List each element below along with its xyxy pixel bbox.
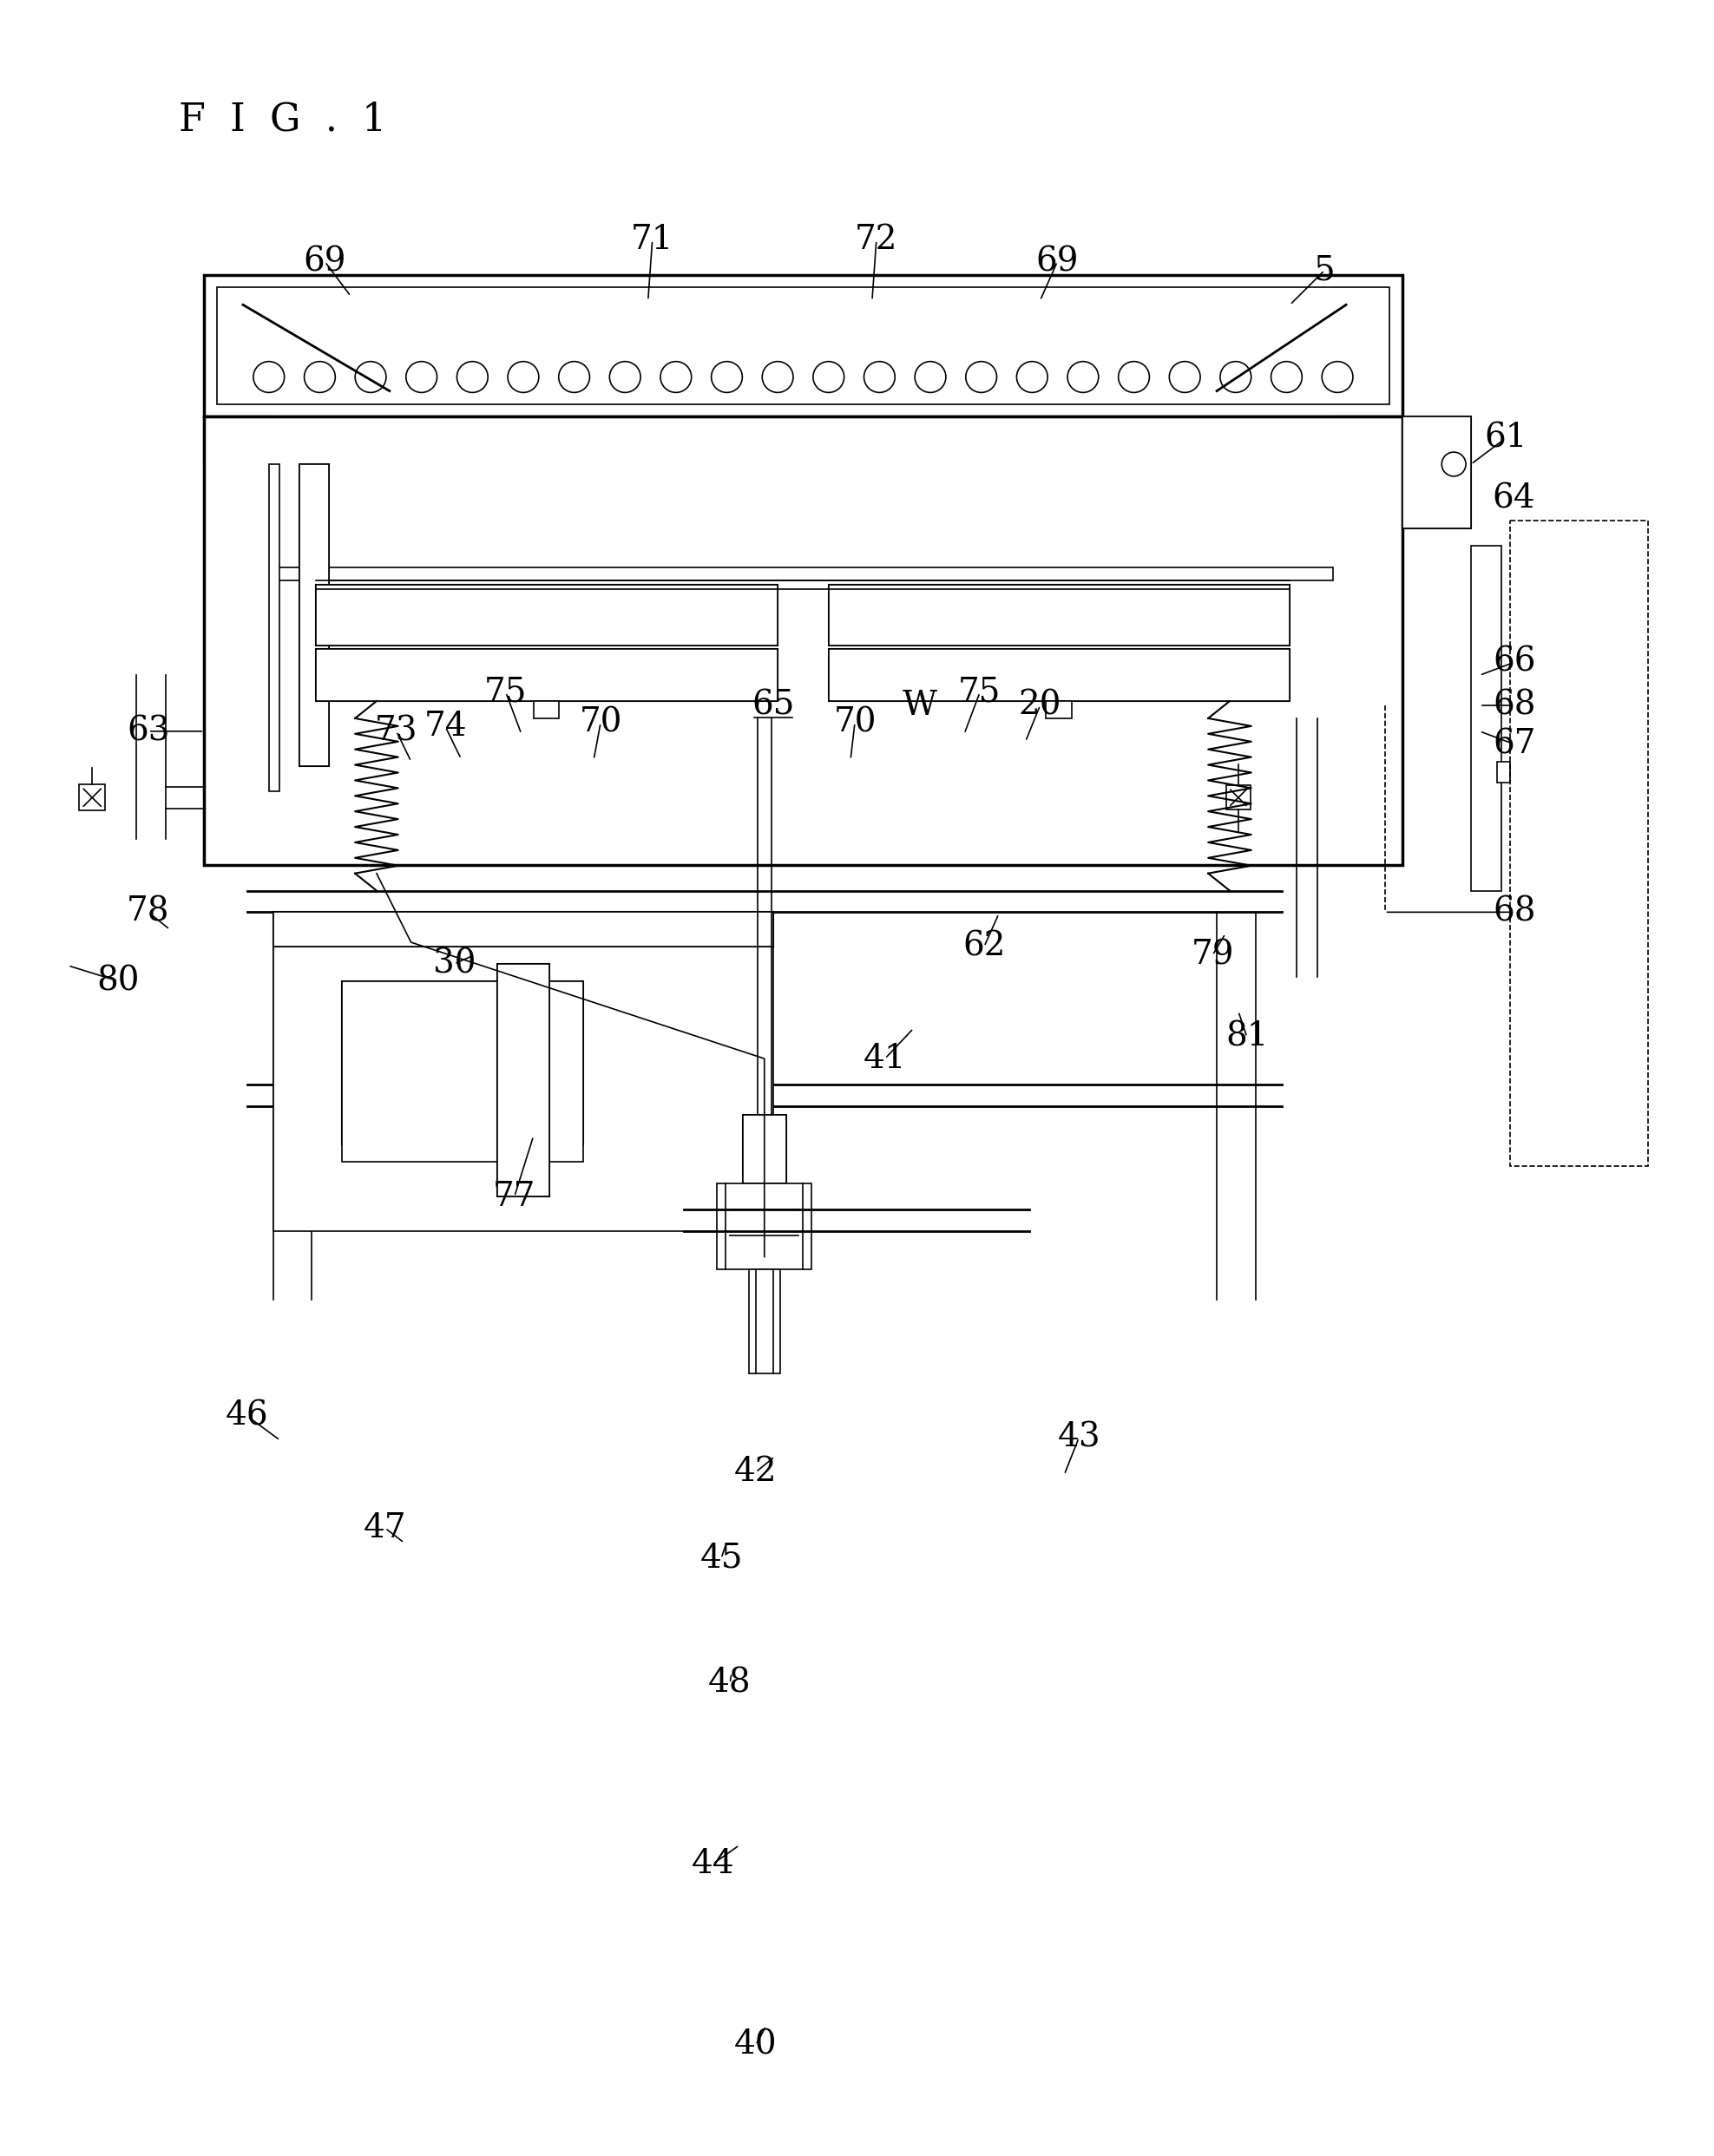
Text: 70: 70 xyxy=(833,707,876,740)
Text: 43: 43 xyxy=(1058,1421,1100,1453)
Bar xyxy=(1046,701,1071,718)
Text: 30: 30 xyxy=(432,949,475,979)
Text: 47: 47 xyxy=(363,1511,406,1544)
Bar xyxy=(742,1115,787,1184)
Text: 71: 71 xyxy=(631,224,674,257)
Text: 72: 72 xyxy=(855,224,898,257)
Text: 44: 44 xyxy=(691,1848,734,1880)
Bar xyxy=(273,912,773,946)
Text: 45: 45 xyxy=(699,1542,742,1574)
Bar xyxy=(1226,785,1251,811)
Text: 41: 41 xyxy=(864,1044,907,1074)
Bar xyxy=(269,464,279,791)
Text: 5: 5 xyxy=(1313,254,1335,287)
Bar xyxy=(317,584,776,645)
Bar xyxy=(204,416,1402,865)
Text: 78: 78 xyxy=(127,897,170,929)
Text: 20: 20 xyxy=(1018,690,1061,722)
Text: W: W xyxy=(902,690,938,722)
Bar xyxy=(830,584,1291,645)
Text: 75: 75 xyxy=(485,677,528,709)
Bar xyxy=(1510,520,1647,1166)
Bar xyxy=(298,464,329,765)
Text: 61: 61 xyxy=(1484,423,1527,455)
Text: 40: 40 xyxy=(734,2029,776,2061)
Text: 69: 69 xyxy=(1035,246,1078,278)
Bar xyxy=(204,416,273,865)
Bar xyxy=(1402,416,1471,528)
Bar xyxy=(742,1115,787,1184)
Text: 73: 73 xyxy=(375,716,418,748)
Bar xyxy=(830,649,1291,701)
Text: 68: 68 xyxy=(1493,897,1536,929)
Bar xyxy=(204,274,1402,416)
Bar xyxy=(830,584,1291,645)
Bar xyxy=(1496,761,1510,783)
Text: 66: 66 xyxy=(1493,647,1536,679)
Text: 68: 68 xyxy=(1493,690,1536,722)
Bar xyxy=(497,964,548,1197)
Bar xyxy=(317,649,776,701)
Bar xyxy=(273,912,773,1231)
Bar xyxy=(830,649,1291,701)
Bar xyxy=(497,964,548,1197)
Bar xyxy=(204,416,1402,464)
Text: 48: 48 xyxy=(708,1667,751,1699)
Bar xyxy=(343,981,583,1145)
Bar xyxy=(716,1184,812,1270)
Bar xyxy=(317,584,776,645)
Text: 75: 75 xyxy=(958,677,1001,709)
Bar xyxy=(343,981,583,1162)
Text: 69: 69 xyxy=(303,246,346,278)
Text: 74: 74 xyxy=(423,711,466,744)
Bar xyxy=(204,813,1402,865)
Text: 64: 64 xyxy=(1493,483,1536,515)
Bar xyxy=(749,1270,780,1373)
Bar xyxy=(1333,416,1402,865)
Text: 67: 67 xyxy=(1493,729,1536,761)
Text: 65: 65 xyxy=(751,690,795,722)
Text: F  I  G  .  1: F I G . 1 xyxy=(178,101,386,138)
Bar xyxy=(533,701,559,718)
Bar xyxy=(79,785,105,811)
Bar xyxy=(298,464,329,765)
Bar xyxy=(218,287,1388,403)
Bar xyxy=(273,567,1333,580)
Text: 62: 62 xyxy=(963,931,1006,964)
Text: 80: 80 xyxy=(96,966,139,996)
Bar xyxy=(273,912,773,946)
Text: 46: 46 xyxy=(226,1399,269,1432)
Bar xyxy=(317,649,776,701)
Bar xyxy=(1402,416,1471,528)
Text: 42: 42 xyxy=(734,1455,776,1488)
Text: 79: 79 xyxy=(1191,940,1234,972)
Text: 70: 70 xyxy=(579,707,622,740)
Text: 77: 77 xyxy=(494,1179,536,1212)
Text: 63: 63 xyxy=(127,716,170,748)
Bar xyxy=(1471,545,1501,890)
Text: 81: 81 xyxy=(1226,1022,1268,1052)
